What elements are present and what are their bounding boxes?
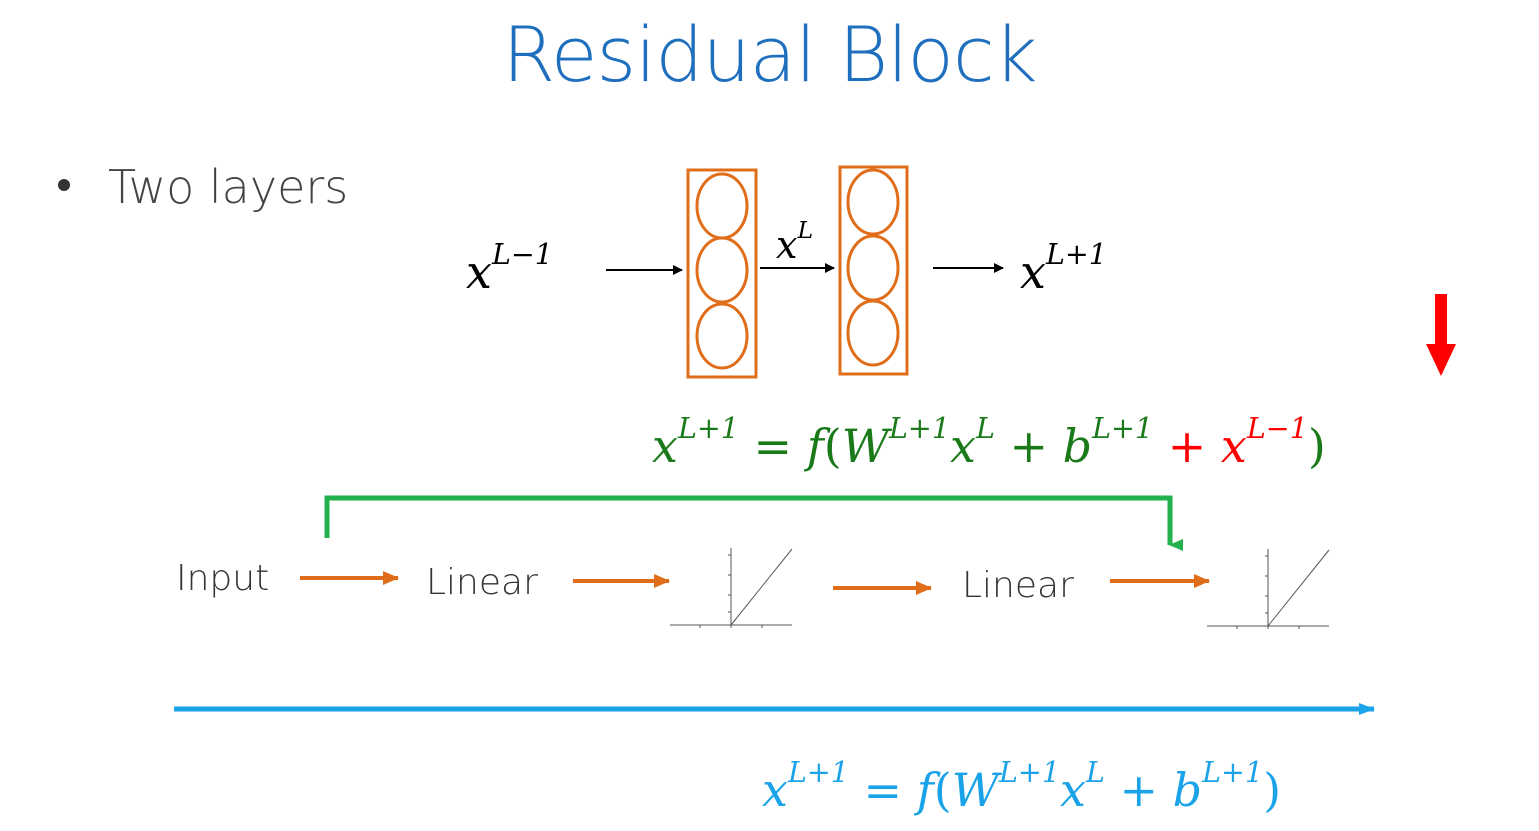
res-f: f bbox=[806, 419, 824, 474]
relu-plot-2 bbox=[1207, 549, 1330, 629]
plain-x-sup: L bbox=[1085, 756, 1105, 789]
skip-connection bbox=[324, 495, 1183, 551]
skip-term: + xL−1 bbox=[1153, 412, 1308, 474]
layer-2 bbox=[838, 165, 909, 376]
res-lhs-sup: L+1 bbox=[677, 412, 739, 445]
plain-w-sup: L+1 bbox=[999, 756, 1060, 789]
middle-label: xL bbox=[776, 216, 814, 268]
output-label-sup: L+1 bbox=[1045, 238, 1107, 271]
input-label-sup: L−1 bbox=[491, 238, 553, 271]
bullet-text: Two layers bbox=[108, 160, 349, 214]
output-label: xL+1 bbox=[1020, 238, 1107, 300]
residual-equation: xL+1 = f(WL+1xL + bL+1 + xL−1) bbox=[652, 412, 1326, 474]
plain-equation: xL+1 = f(WL+1xL + bL+1) bbox=[762, 756, 1282, 818]
plain-b-sup: L+1 bbox=[1202, 756, 1264, 789]
plain-lhs-sup: L+1 bbox=[787, 756, 849, 789]
relu-plot-1 bbox=[670, 548, 793, 628]
flow-linear-2: Linear bbox=[962, 565, 1074, 606]
res-w-sup: L+1 bbox=[889, 412, 950, 445]
red-down-arrow bbox=[1426, 294, 1456, 376]
flow-linear-1: Linear bbox=[426, 562, 538, 603]
flow-input: Input bbox=[176, 558, 270, 599]
page-title: Residual Block bbox=[502, 10, 1037, 99]
res-x-sup: L bbox=[975, 412, 995, 445]
input-label: xL−1 bbox=[466, 238, 553, 300]
layer-1 bbox=[686, 168, 758, 379]
middle-label-sup: L bbox=[797, 216, 814, 244]
res-skip-sup: L−1 bbox=[1246, 412, 1308, 445]
res-b-sup: L+1 bbox=[1092, 412, 1154, 445]
bullet-two-layers: Two layers bbox=[58, 160, 348, 214]
bullet-dot bbox=[58, 178, 70, 191]
